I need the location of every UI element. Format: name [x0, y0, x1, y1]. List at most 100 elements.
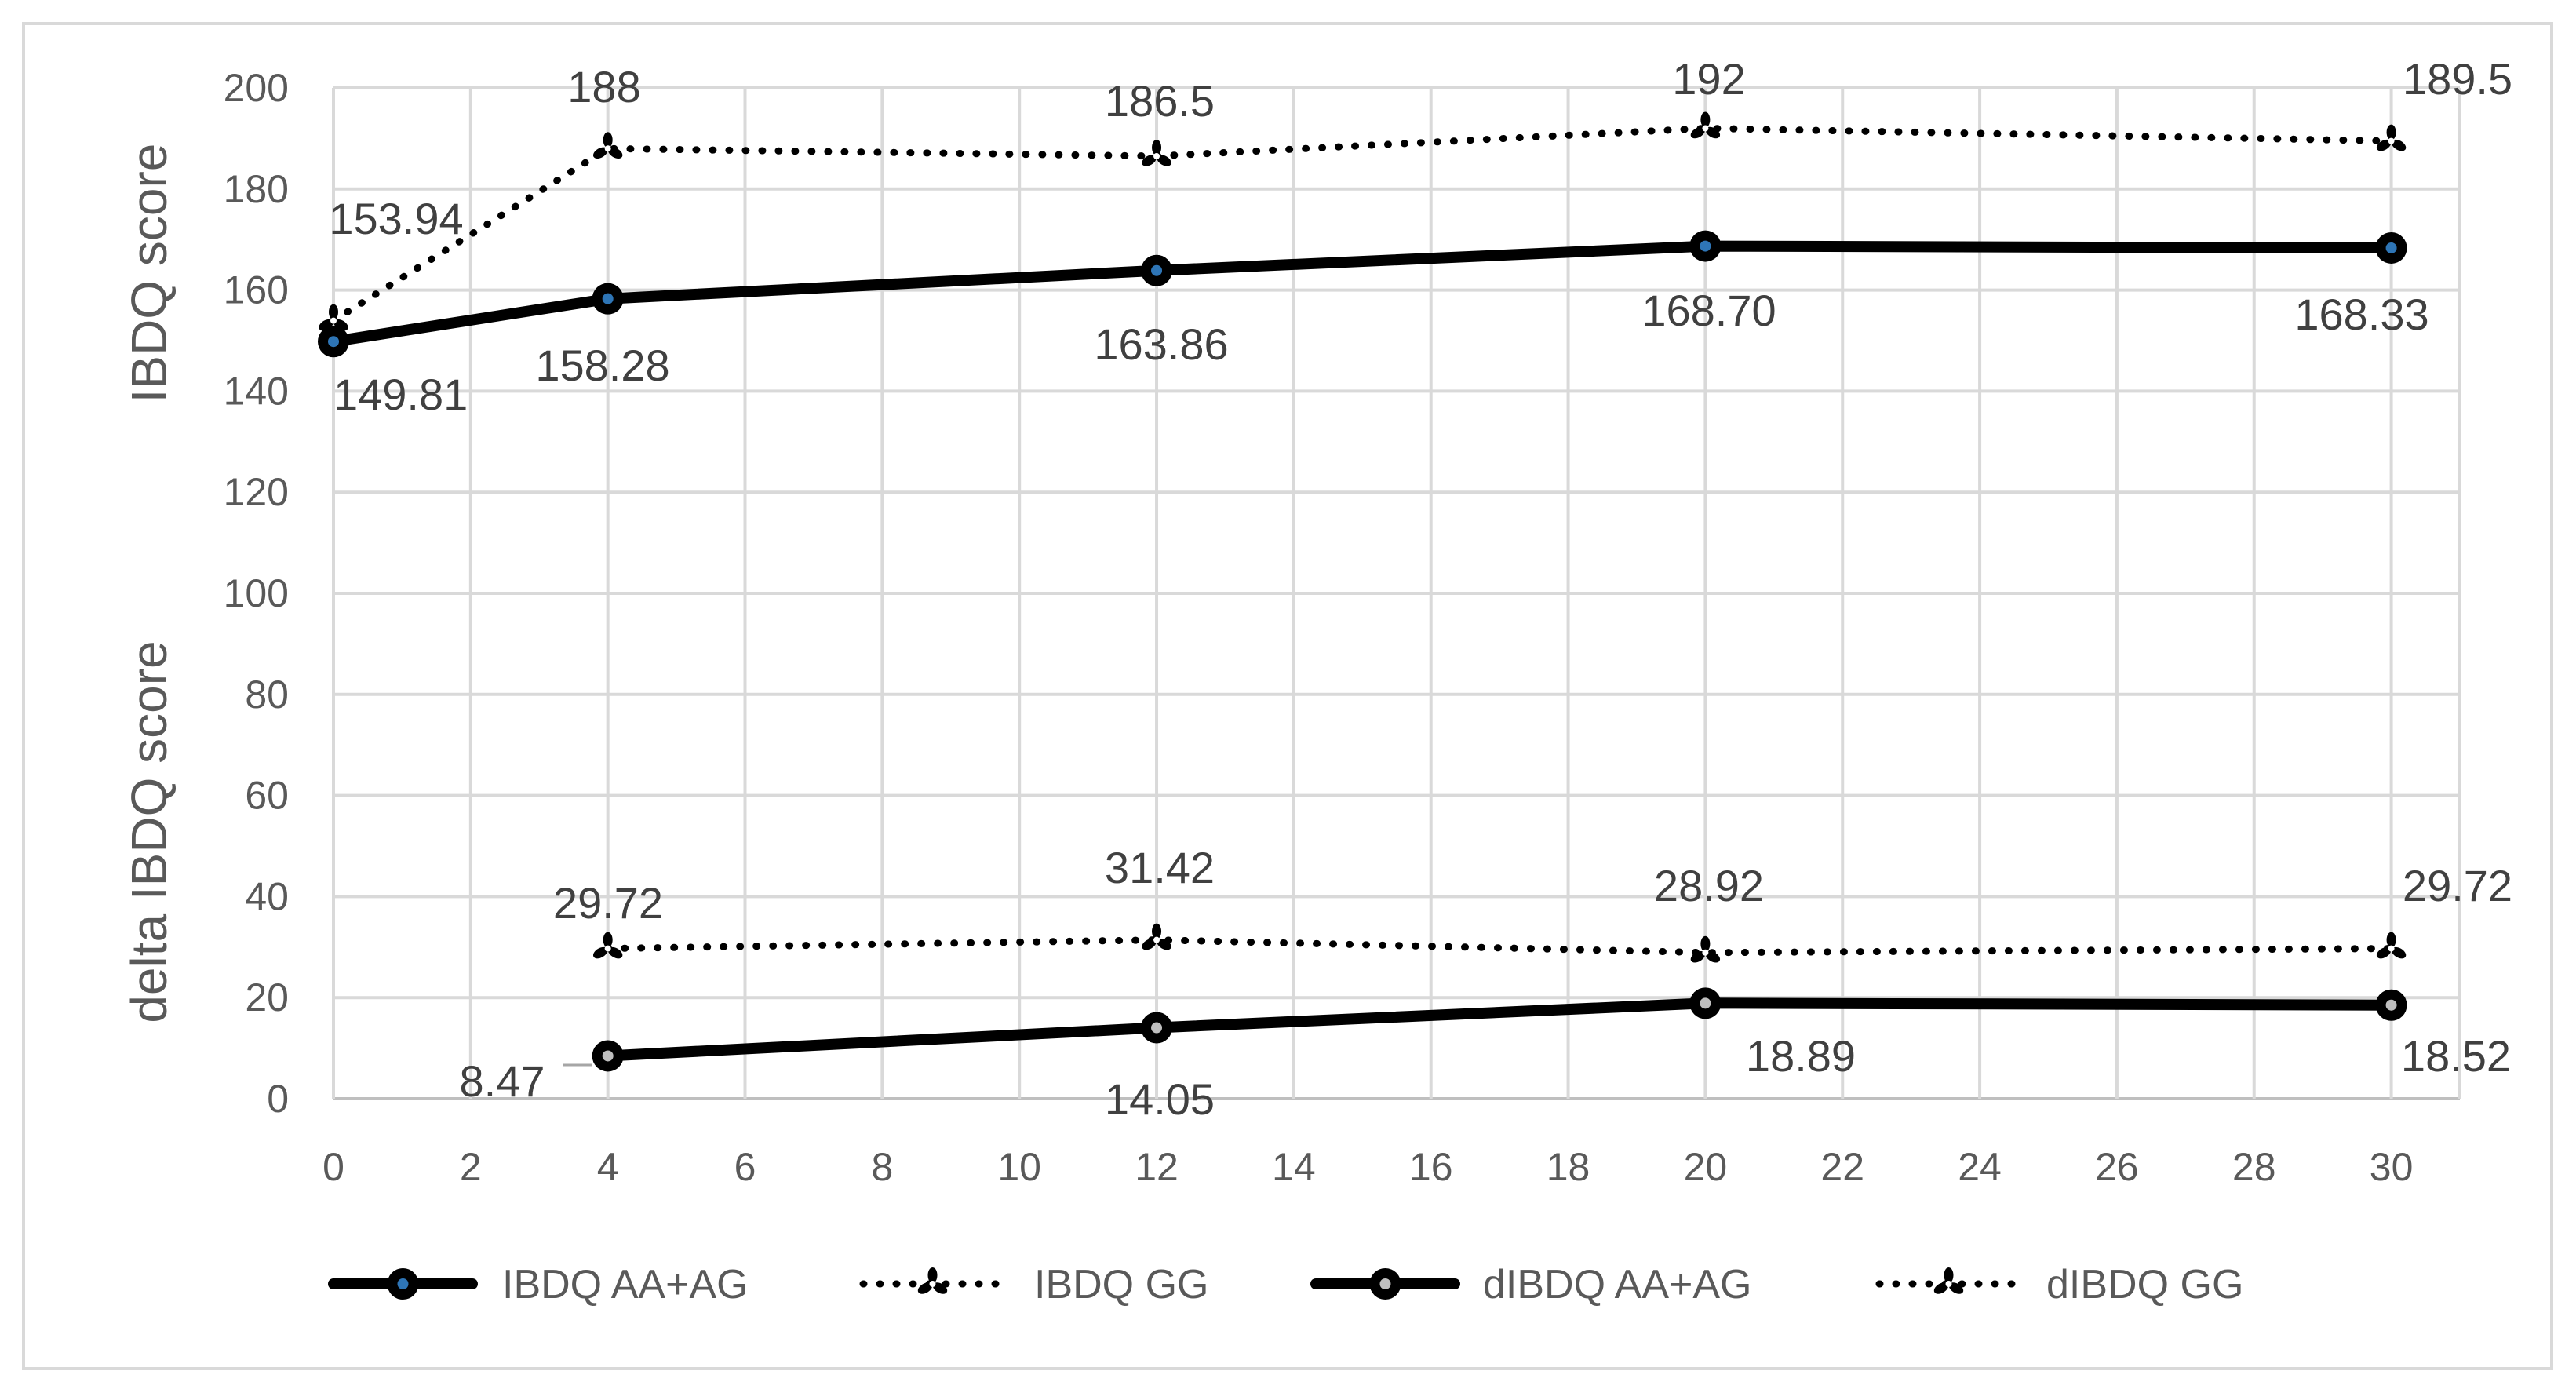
x-tick-label: 4	[597, 1145, 619, 1189]
data-label: 189.5	[2403, 54, 2512, 104]
marker-petal	[603, 932, 613, 948]
data-point	[592, 1040, 624, 1072]
marker-petal	[1933, 1282, 1949, 1294]
legend-item: IBDQ GG	[859, 1262, 1208, 1307]
data-label: 188	[567, 62, 640, 111]
marker-petal	[1157, 155, 1171, 166]
marker-center	[2385, 999, 2397, 1011]
marker-petal	[1948, 1282, 1964, 1294]
x-tick-label: 20	[1684, 1145, 1728, 1189]
marker-center	[2388, 945, 2395, 952]
data-point	[1689, 230, 1722, 262]
data-label: 14.05	[1105, 1074, 1215, 1124]
marker-petal	[1705, 126, 1721, 139]
marker-petal	[1690, 126, 1706, 139]
x-tick-label: 28	[2232, 1145, 2276, 1189]
marker-center	[1702, 125, 1709, 132]
data-label: 18.52	[2401, 1031, 2511, 1081]
marker-petal	[927, 1267, 938, 1283]
legend-label: dIBDQ AA+AG	[1483, 1262, 1752, 1307]
marker-petal	[2386, 932, 2396, 948]
marker-petal	[2376, 139, 2392, 151]
data-label: 28.92	[1654, 861, 1764, 910]
marker-center	[1702, 949, 1709, 956]
marker-center	[1700, 997, 1711, 1009]
data-point	[592, 132, 623, 159]
legend-item: IBDQ AA+AG	[328, 1262, 749, 1307]
data-label: 168.70	[1641, 286, 1776, 335]
legend-swatch-marker	[1369, 1268, 1401, 1300]
series-line-0	[328, 240, 2397, 348]
marker-petal	[1152, 139, 1162, 155]
data-point	[1690, 111, 1721, 139]
marker-petal	[917, 1282, 933, 1294]
x-tick-label: 0	[322, 1145, 344, 1189]
marker-petal	[592, 147, 608, 159]
x-tick-labels: 0 2 4 6 8 10 12 14 16 18 20 22 24 26 28 30	[322, 1145, 2413, 1189]
data-point	[1142, 139, 1171, 166]
data-point	[2375, 989, 2407, 1021]
marker-center	[328, 336, 339, 348]
data-label: 18.89	[1746, 1031, 1856, 1081]
legend-item: dIBDQ GG	[1875, 1262, 2243, 1307]
data-point	[1141, 254, 1173, 286]
legend: IBDQ AA+AG IBDQ GG dIBDQ AA+AG dIBDQ GG	[328, 1262, 2243, 1307]
data-label: 153.94	[329, 194, 463, 243]
data-label: 186.5	[1105, 76, 1215, 126]
marker-petal	[1142, 938, 1157, 950]
y-tick-labels: 0 20 40 60 80 100 120 140 160 180 200	[224, 66, 289, 1121]
legend-label: dIBDQ GG	[2046, 1262, 2243, 1307]
marker-center	[1153, 152, 1160, 159]
legend-swatch-marker	[387, 1268, 419, 1300]
y-tick-label: 80	[245, 673, 289, 717]
marker-center	[1153, 936, 1160, 943]
data-point	[2376, 124, 2407, 151]
x-tick-label: 22	[1820, 1145, 1864, 1189]
marker-petal	[2391, 139, 2407, 151]
marker-petal	[1700, 935, 1711, 952]
data-point	[1690, 935, 1721, 963]
data-label: 8.47	[460, 1056, 545, 1106]
marker-center	[602, 1050, 614, 1062]
y-axis-label-delta: delta IBDQ score	[121, 640, 177, 1023]
marker-petal	[2391, 946, 2407, 959]
series-markers	[318, 111, 2407, 1072]
data-point	[1142, 923, 1171, 950]
marker-petal	[608, 946, 623, 959]
y-tick-label: 60	[245, 774, 289, 818]
marker-center	[330, 317, 337, 324]
marker-petal	[333, 319, 348, 331]
data-label: 192	[1672, 54, 1745, 104]
marker-petal	[1142, 155, 1157, 166]
marker-petal	[2386, 124, 2396, 140]
x-tick-label: 16	[1409, 1145, 1453, 1189]
y-tick-label: 40	[245, 874, 289, 918]
marker-petal	[932, 1282, 948, 1294]
data-label: 29.72	[553, 878, 663, 928]
data-point	[2375, 232, 2407, 264]
marker-petal	[1700, 111, 1711, 128]
data-point	[1141, 1012, 1173, 1044]
marker-petal	[608, 147, 623, 159]
y-tick-label: 0	[267, 1077, 289, 1121]
x-tick-label: 12	[1135, 1145, 1179, 1189]
x-tick-label: 10	[997, 1145, 1041, 1189]
marker-center	[1151, 264, 1163, 276]
y-tick-label: 100	[224, 571, 289, 615]
data-point	[318, 326, 349, 358]
data-point	[319, 304, 348, 331]
marker-petal	[1705, 951, 1721, 963]
marker-center	[929, 1281, 936, 1287]
legend-swatch-marker	[1933, 1267, 1964, 1294]
marker-center	[604, 145, 611, 152]
marker-petal	[1690, 951, 1706, 963]
marker-center	[604, 945, 611, 952]
marker-petal	[1944, 1267, 1954, 1283]
x-tick-label: 18	[1547, 1145, 1590, 1189]
x-tick-label: 30	[2370, 1145, 2414, 1189]
marker-center	[602, 293, 614, 304]
y-tick-label: 160	[224, 268, 289, 312]
x-tick-label: 8	[871, 1145, 893, 1189]
x-tick-label: 2	[460, 1145, 482, 1189]
